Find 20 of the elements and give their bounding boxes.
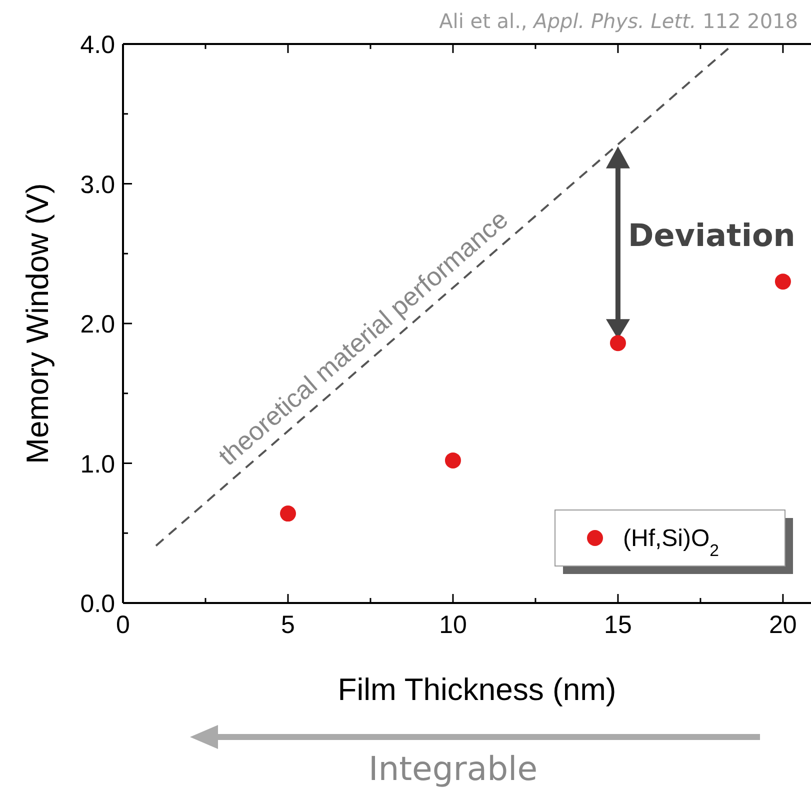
y-tick-label: 2.0 (80, 310, 115, 338)
point (610, 335, 626, 352)
x-tick-label: 20 (769, 611, 797, 639)
x-tick-label: 0 (116, 611, 130, 639)
point (774, 274, 791, 290)
legend-label: (Hf,Si)O$_{2}$ (623, 525, 720, 560)
point (444, 452, 461, 468)
x-axis-title: Film Thickness (nm) (338, 672, 616, 707)
y-tick-label: 0.0 (80, 590, 115, 618)
x-tick-label: 5 (281, 611, 295, 639)
y-tick-label: 4.0 (80, 31, 115, 59)
x-tick-label: 15 (604, 611, 632, 639)
y-tick-label: 3.0 (80, 170, 115, 199)
y-tick-label: 1.0 (80, 450, 115, 478)
x-tick-label: 10 (439, 611, 467, 639)
point (280, 506, 296, 522)
annotation: Deviation (628, 218, 796, 254)
y-axis-title: Memory Window (V) (20, 183, 55, 464)
text: Ali et al., Appl. Phys. Lett. 112 2018 (439, 9, 798, 33)
text: Integrable (368, 749, 538, 788)
